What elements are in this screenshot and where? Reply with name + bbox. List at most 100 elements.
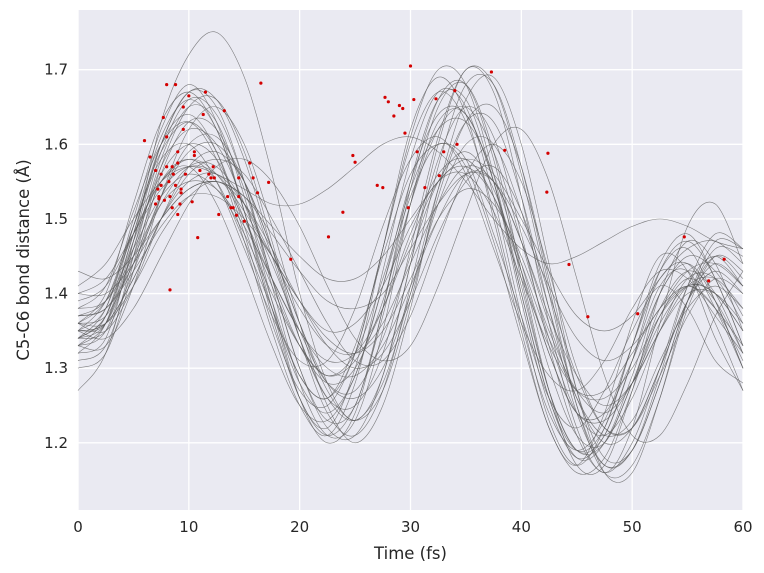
- scatter-point: [165, 135, 169, 139]
- scatter-point: [237, 176, 241, 180]
- scatter-point: [375, 183, 379, 187]
- scatter-point: [403, 131, 407, 135]
- scatter-point: [153, 168, 158, 173]
- scatter-point: [198, 168, 202, 173]
- scatter-point: [545, 190, 549, 194]
- scatter-point: [187, 94, 191, 98]
- scatter-point: [142, 138, 147, 143]
- series-line-traj-02: [77, 76, 744, 466]
- scatter-point: [546, 151, 550, 155]
- scatter-point: [176, 161, 180, 165]
- x-tick-label: 50: [623, 518, 642, 536]
- scatter-point: [401, 106, 405, 111]
- series-line-traj-33: [77, 165, 744, 406]
- scatter-point: [412, 97, 416, 102]
- series-line-traj-27: [77, 158, 744, 401]
- scatter-point: [167, 180, 171, 184]
- y-tick-label: 1.3: [44, 359, 68, 377]
- scatter-point: [201, 112, 205, 117]
- scatter-point: [168, 194, 172, 199]
- scatter-point: [234, 213, 239, 217]
- scatter-point: [207, 172, 211, 176]
- scatter-markers: [142, 64, 726, 319]
- scatter-point: [722, 257, 726, 261]
- scatter-point: [289, 257, 293, 261]
- scatter-point: [251, 176, 255, 180]
- y-tick-label: 1.5: [44, 210, 68, 228]
- scatter-point: [707, 279, 711, 283]
- scatter-point: [437, 174, 441, 178]
- scatter-point: [397, 103, 402, 108]
- x-tick-label: 20: [290, 518, 309, 536]
- scatter-point: [231, 206, 235, 210]
- scatter-point: [168, 288, 172, 292]
- scatter-point: [171, 172, 175, 176]
- y-axis-title: C5-C6 bond distance (Å): [14, 159, 33, 360]
- scatter-point: [442, 150, 446, 154]
- series-line-traj-28: [77, 126, 744, 443]
- scatter-point: [383, 95, 387, 99]
- scatter-point: [176, 212, 180, 217]
- scatter-point: [148, 155, 152, 159]
- series-line-traj-18: [77, 142, 744, 475]
- scatter-point: [392, 114, 396, 118]
- scatter-point: [203, 90, 208, 94]
- scatter-point: [455, 142, 459, 146]
- scatter-point: [489, 70, 494, 74]
- scatter-point: [408, 64, 413, 68]
- scatter-point: [586, 315, 590, 319]
- scatter-point: [162, 198, 167, 202]
- scatter-point: [170, 206, 174, 210]
- scatter-point: [255, 191, 260, 195]
- scatter-point: [503, 148, 507, 152]
- scatter-point: [259, 81, 263, 85]
- scatter-point: [173, 183, 178, 187]
- scatter-point: [192, 150, 196, 154]
- scatter-point: [222, 109, 226, 113]
- series-line-traj-34: [77, 65, 744, 469]
- scatter-point: [161, 115, 165, 120]
- series-line-traj-23: [77, 91, 744, 451]
- scatter-point: [636, 312, 640, 316]
- scatter-point: [242, 219, 246, 223]
- scatter-point: [453, 88, 457, 93]
- x-tick-label: 0: [73, 518, 83, 536]
- scatter-point: [170, 165, 174, 169]
- scatter-point: [212, 176, 216, 180]
- scatter-point: [351, 153, 355, 158]
- scatter-point: [209, 176, 213, 180]
- scatter-point: [156, 187, 160, 191]
- scatter-point: [153, 202, 158, 206]
- y-tick-label: 1.2: [44, 434, 68, 452]
- scatter-point: [567, 262, 571, 267]
- scatter-point: [434, 97, 438, 101]
- scatter-point: [226, 194, 230, 199]
- scatter-point: [176, 150, 180, 154]
- scatter-point: [165, 83, 169, 87]
- scatter-point: [157, 194, 161, 199]
- scatter-point: [229, 206, 233, 210]
- scatter-point: [179, 191, 183, 195]
- scatter-point: [386, 100, 390, 104]
- series-line-traj-13: [77, 74, 744, 483]
- scatter-point: [190, 200, 194, 204]
- scatter-point: [211, 165, 215, 169]
- scatter-point: [157, 197, 161, 201]
- y-tick-labels: 1.2 1.3 1.4 1.5 1.6 1.7: [44, 61, 68, 452]
- scatter-point: [682, 235, 686, 239]
- y-tick-label: 1.4: [44, 285, 68, 303]
- scatter-point: [178, 202, 182, 206]
- x-tick-label: 60: [733, 518, 752, 536]
- scatter-point: [267, 180, 271, 184]
- scatter-point: [165, 165, 169, 169]
- x-tick-labels: 0 10 20 30 40 50 60: [73, 518, 752, 536]
- scatter-point: [196, 236, 200, 240]
- x-axis-title: Time (fs): [373, 544, 447, 563]
- scatter-point: [381, 186, 385, 190]
- scatter-point: [181, 127, 185, 132]
- scatter-point: [326, 235, 331, 239]
- scatter-point: [353, 160, 357, 164]
- scatter-point: [183, 172, 188, 176]
- scatter-point: [192, 153, 196, 158]
